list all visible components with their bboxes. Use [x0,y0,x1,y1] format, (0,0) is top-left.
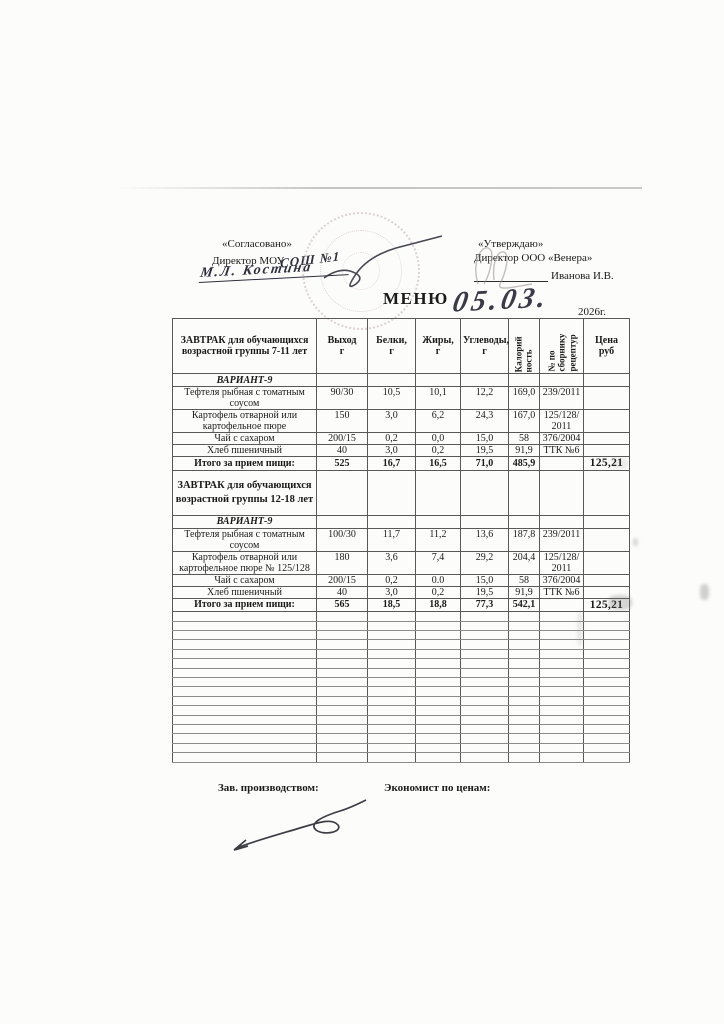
empty-table-row [172,714,630,725]
table-row: Картофель отварной или картофельное пюре… [172,409,630,433]
signature-line [474,270,548,282]
empty-table-row [172,667,630,679]
total-row-s1: Итого за прием пищи: 525 16,7 16,5 71,0 … [172,456,630,471]
col-protein: Белки, г [367,318,416,374]
page-title: МЕНЮ [383,289,449,308]
col-carbs: Углеводы, г [460,318,509,374]
col-recipe-number: № по сборнику рецептур [539,318,584,374]
director-venera-label: Директор ООО «Венера» [474,252,593,264]
table-row: Хлеб пшеничный 40 3,0 0,2 19,5 91,9 ТТК … [172,444,630,457]
empty-table-row [172,723,630,735]
empty-table-row [172,639,630,650]
col-price: Цена руб [583,318,630,374]
empty-table-row [172,752,630,763]
faint-signature-scribble [475,247,533,289]
production-manager-label: Зав. производством: [218,782,319,794]
table-row: Картофель отварной или картофельное пюре… [172,550,630,575]
director-mou-label: Директор МОУ [212,255,285,267]
col-output: Выход г [316,318,368,374]
empty-table-row [172,695,630,707]
empty-table-row [172,742,630,754]
empty-table-row [172,733,630,744]
dish-name: Чай с сахаром [172,432,317,445]
total-row-s2: Итого за прием пищи: 565 18,5 18,8 77,3 … [172,597,630,613]
table-row: Чай с сахаром 200/15 0,2 0,0 15,0 58 376… [172,432,630,445]
scan-smudge [700,584,709,600]
empty-table-row [172,611,630,622]
breakfast-12-18-header-row: ЗАВТРАК для обучающихся возрастной групп… [172,469,630,516]
table-header-row: ЗАВТРАК для обучающихся возрастной групп… [172,318,630,374]
empty-table-row [172,676,630,688]
approved-label: «Утверждаю» [478,238,544,250]
dish-name: Хлеб пшеничный [172,444,317,457]
approved-approval-block: «Утверждаю» Директор ООО «Венера» Иванов… [474,238,634,282]
empty-table-row [172,705,630,716]
table-row: Чай с сахаром 200/15 0,2 0.0 15,0 58 376… [172,573,630,587]
year-label: 2026г. [578,306,607,318]
col-fat: Жиры, г [415,318,461,374]
empty-table-row [172,630,630,641]
scan-smudge [577,612,583,646]
scan-smudge [633,538,638,546]
breakfast-7-11-header: ЗАВТРАК для обучающихся возрастной групп… [172,318,317,374]
variant-row-s1: ВАРИАНТ-9 [172,373,630,387]
agreed-label: «Согласовано» [222,238,292,250]
dish-name: Картофель отварной или картофельное пюре [172,409,317,433]
dish-name: Хлеб пшеничный [172,585,317,599]
handwritten-date: 05.03. [450,281,553,319]
empty-table-row [172,620,630,632]
scan-smudge [608,595,632,610]
dish-name: Тефтеля рыбная с томатным соусом [172,527,317,552]
dish-name: Чай с сахаром [172,573,317,587]
table-row: Хлеб пшеничный 40 3,0 0,2 19,5 91,9 ТТК … [172,585,630,599]
agreed-approval-block: «Согласовано» Директор МОУСОШ №1 М.Л. Ко… [198,238,388,284]
empty-rows-body [172,611,630,763]
dish-name: Тефтеля рыбная с томатным соусом [172,386,317,410]
stamp-inner-ring [320,230,402,312]
total-label: Итого за прием пищи: [172,456,317,471]
menu-table: ЗАВТРАК для обучающихся возрастной групп… [172,318,630,763]
variant-row-s2: ВАРИАНТ-9 [172,514,630,529]
scan-smudge [612,458,628,469]
approver-name: Иванова И.В. [551,270,614,282]
table-row: Тефтеля рыбная с томатным соусом 100/30 … [172,527,630,552]
scan-crease-artifact [114,187,642,189]
price-economist-label: Экономист по ценам: [384,782,491,794]
empty-table-row [172,686,630,697]
dish-name: Картофель отварной или картофельное пюре… [172,550,317,575]
table-row: Тефтеля рыбная с томатным соусом 90/30 1… [172,386,630,410]
empty-table-row [172,648,630,660]
total-label: Итого за прием пищи: [172,597,317,613]
pen-swoosh-signature [323,235,443,288]
empty-table-row [172,658,630,669]
col-calories: Калорий ность [508,318,540,374]
handwritten-signature-bottom [233,799,367,851]
